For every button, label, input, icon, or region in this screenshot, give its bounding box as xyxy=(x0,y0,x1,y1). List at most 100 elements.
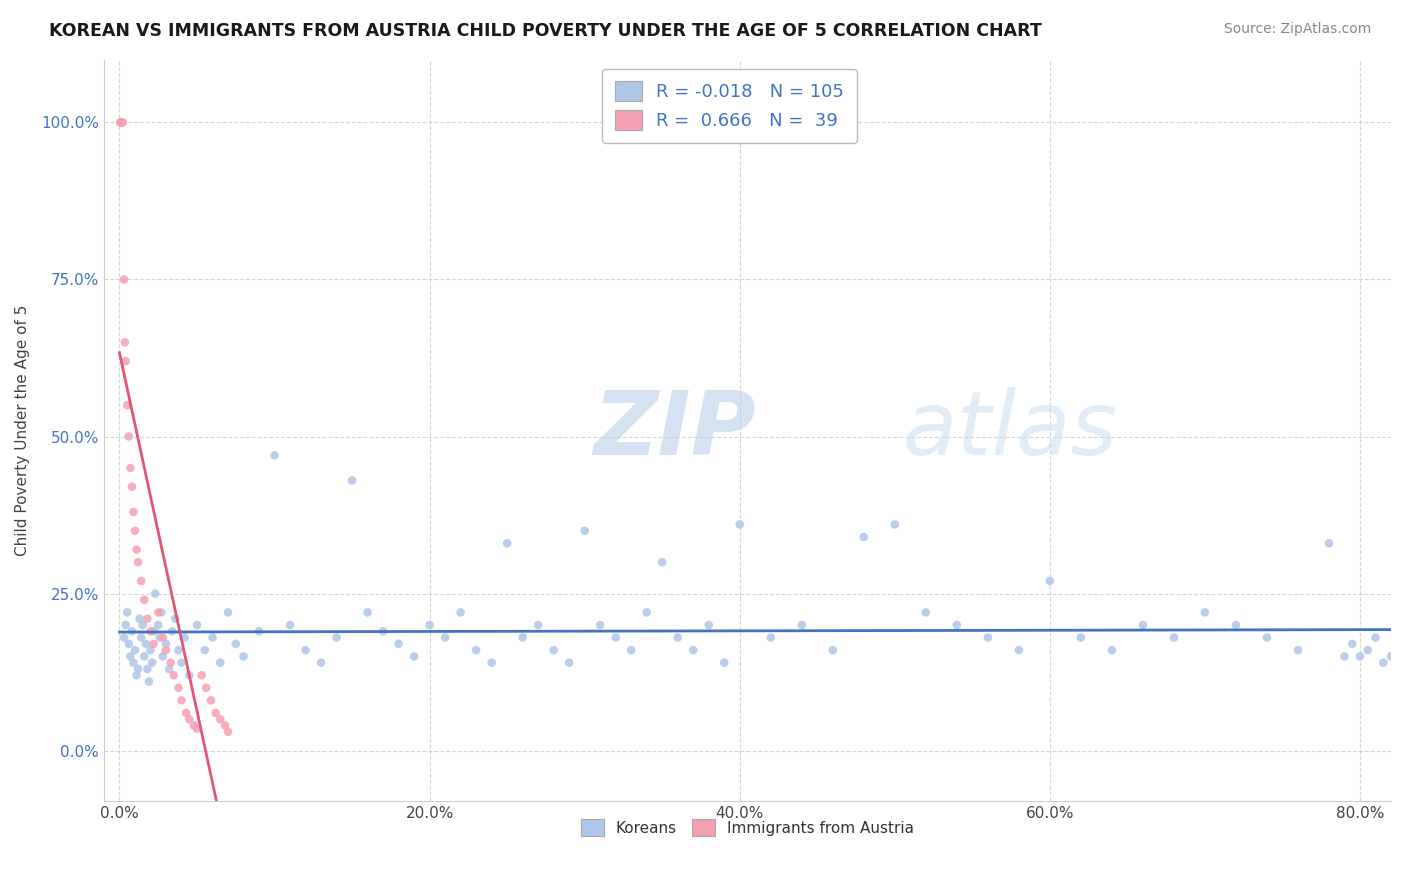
Point xyxy=(142,624,165,639)
Point xyxy=(121,480,143,494)
Point xyxy=(155,637,177,651)
Point xyxy=(195,681,218,695)
Point xyxy=(666,631,689,645)
Point xyxy=(159,656,181,670)
Point xyxy=(204,706,226,720)
Point xyxy=(1132,618,1154,632)
Point xyxy=(114,618,136,632)
Point xyxy=(167,643,190,657)
Point xyxy=(1039,574,1062,588)
Point xyxy=(209,712,232,726)
Legend: Koreans, Immigrants from Austria: Koreans, Immigrants from Austria xyxy=(571,810,924,845)
Point xyxy=(170,656,193,670)
Point xyxy=(636,606,658,620)
Point xyxy=(179,668,201,682)
Point xyxy=(1163,631,1185,645)
Point xyxy=(465,643,488,657)
Point xyxy=(127,555,149,569)
Point xyxy=(1070,631,1092,645)
Point xyxy=(1008,643,1031,657)
Point xyxy=(155,643,177,657)
Point xyxy=(1101,643,1123,657)
Point xyxy=(620,643,643,657)
Point xyxy=(179,712,201,726)
Point xyxy=(120,649,142,664)
Point xyxy=(110,115,132,129)
Point xyxy=(115,606,138,620)
Point xyxy=(121,624,143,639)
Point xyxy=(356,606,378,620)
Point xyxy=(225,637,247,651)
Point xyxy=(148,618,170,632)
Point xyxy=(134,592,156,607)
Point xyxy=(977,631,1000,645)
Point xyxy=(124,643,146,657)
Point xyxy=(481,656,503,670)
Point xyxy=(1395,637,1406,651)
Point xyxy=(852,530,875,544)
Point xyxy=(120,461,142,475)
Point xyxy=(139,624,162,639)
Point xyxy=(135,637,157,651)
Point xyxy=(114,335,136,350)
Point xyxy=(728,517,751,532)
Point xyxy=(114,354,136,368)
Point xyxy=(1372,656,1395,670)
Point xyxy=(340,474,363,488)
Point xyxy=(263,449,285,463)
Point xyxy=(173,631,195,645)
Point xyxy=(821,643,844,657)
Point xyxy=(111,115,134,129)
Point xyxy=(214,718,236,732)
Point xyxy=(174,706,197,720)
Point xyxy=(186,618,208,632)
Point xyxy=(124,524,146,538)
Point xyxy=(152,649,174,664)
Point xyxy=(157,662,180,676)
Point xyxy=(1317,536,1340,550)
Point xyxy=(201,631,224,645)
Point xyxy=(713,656,735,670)
Point xyxy=(527,618,550,632)
Point xyxy=(194,643,217,657)
Point xyxy=(209,656,232,670)
Point xyxy=(149,631,172,645)
Point xyxy=(1333,649,1355,664)
Point xyxy=(139,643,162,657)
Point xyxy=(1256,631,1278,645)
Point xyxy=(132,618,155,632)
Point xyxy=(543,643,565,657)
Point xyxy=(127,662,149,676)
Text: ZIP: ZIP xyxy=(593,387,756,474)
Point xyxy=(512,631,534,645)
Point xyxy=(128,612,150,626)
Point xyxy=(118,637,141,651)
Point xyxy=(1348,649,1371,664)
Point xyxy=(170,693,193,707)
Point xyxy=(134,649,156,664)
Point xyxy=(167,681,190,695)
Point xyxy=(759,631,782,645)
Point xyxy=(434,631,457,645)
Point xyxy=(160,624,183,639)
Point xyxy=(122,656,145,670)
Point xyxy=(697,618,720,632)
Point xyxy=(1403,649,1406,664)
Point xyxy=(1225,618,1247,632)
Point xyxy=(589,618,612,632)
Point xyxy=(371,624,394,639)
Point xyxy=(1364,631,1386,645)
Text: KOREAN VS IMMIGRANTS FROM AUSTRIA CHILD POVERTY UNDER THE AGE OF 5 CORRELATION C: KOREAN VS IMMIGRANTS FROM AUSTRIA CHILD … xyxy=(49,22,1042,40)
Point xyxy=(247,624,270,639)
Point xyxy=(190,668,212,682)
Point xyxy=(110,115,132,129)
Y-axis label: Child Poverty Under the Age of 5: Child Poverty Under the Age of 5 xyxy=(15,304,30,556)
Point xyxy=(1194,606,1216,620)
Point xyxy=(217,724,239,739)
Point xyxy=(150,606,173,620)
Point xyxy=(605,631,627,645)
Point xyxy=(142,637,165,651)
Point xyxy=(112,631,135,645)
Point xyxy=(110,115,132,129)
Text: Source: ZipAtlas.com: Source: ZipAtlas.com xyxy=(1223,22,1371,37)
